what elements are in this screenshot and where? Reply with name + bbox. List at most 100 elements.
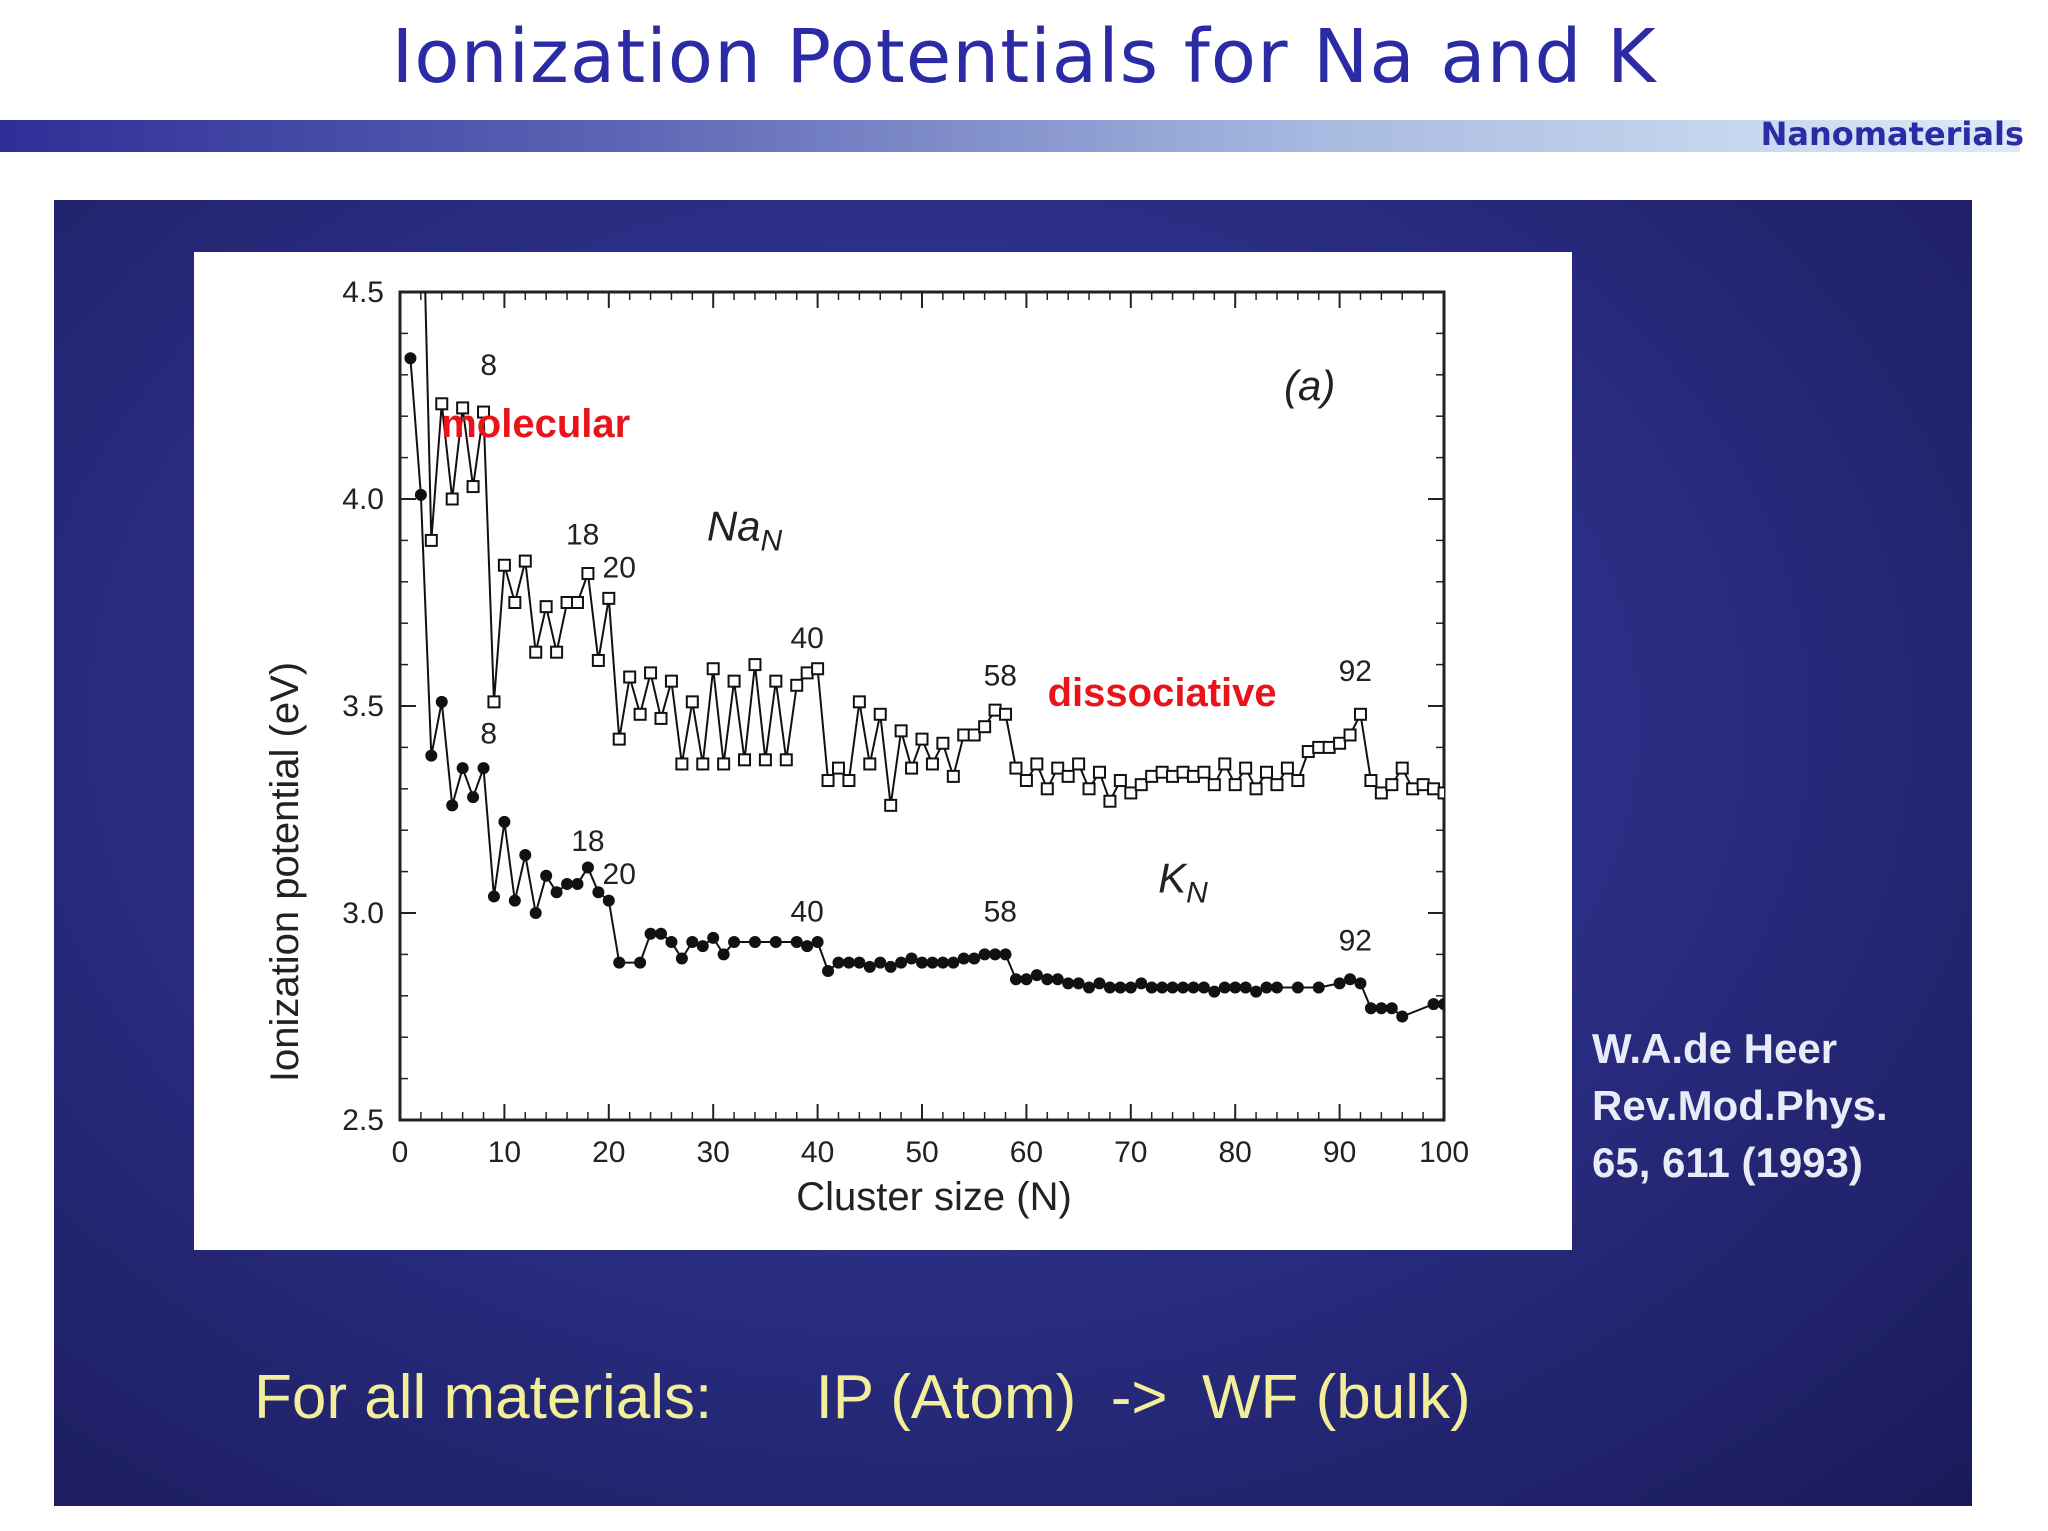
data-point	[728, 935, 741, 948]
series-label: NaN	[707, 502, 783, 557]
data-point	[800, 666, 814, 680]
data-point	[1124, 981, 1137, 994]
data-point	[1155, 765, 1169, 779]
data-point	[1427, 998, 1440, 1011]
data-point	[1249, 782, 1263, 796]
citation-volume: 65, 611 (1993)	[1592, 1139, 1863, 1186]
data-point	[1385, 1002, 1398, 1015]
data-point	[518, 554, 532, 568]
data-point	[769, 674, 783, 688]
data-point	[1197, 765, 1211, 779]
data-point	[884, 798, 898, 812]
magic-number-label: 18	[566, 519, 599, 552]
data-point	[1270, 981, 1283, 994]
y-axis-title: Ionization potential (eV)	[263, 662, 307, 1082]
data-point	[1030, 757, 1044, 771]
data-point	[644, 666, 658, 680]
x-tick-label: 50	[905, 1136, 938, 1169]
data-point	[822, 964, 835, 977]
citation: W.A.de Heer Rev.Mod.Phys. 65, 611 (1993)	[1592, 1020, 1888, 1191]
data-point	[497, 558, 511, 572]
series-line-KN	[409, 358, 1444, 1018]
data-point	[1239, 761, 1253, 775]
data-point	[905, 761, 919, 775]
data-point	[466, 480, 480, 494]
data-point	[1280, 761, 1294, 775]
data-point	[1092, 765, 1106, 779]
data-point	[1135, 977, 1148, 990]
data-point	[435, 695, 448, 708]
data-point	[498, 815, 511, 828]
data-point	[853, 956, 866, 969]
series-label-subscript: N	[1186, 876, 1208, 909]
data-point	[655, 927, 667, 940]
data-point	[946, 769, 960, 783]
data-point	[623, 670, 637, 684]
x-tick-label: 60	[1010, 1136, 1043, 1169]
data-point	[842, 774, 856, 788]
data-point	[425, 749, 438, 762]
data-point	[895, 956, 908, 969]
x-tick-label: 90	[1323, 1136, 1356, 1169]
data-point	[539, 600, 553, 614]
bottom-note: For all materials: IP (Atom) -> WF (bulk…	[254, 1363, 1471, 1432]
data-point	[633, 707, 647, 721]
data-point	[571, 878, 584, 891]
y-tick-label: 4.5	[342, 276, 384, 309]
title-gradient-bar	[0, 120, 2020, 152]
data-point	[446, 799, 459, 812]
data-point	[508, 894, 521, 907]
data-point	[664, 674, 678, 688]
series-label-main: K	[1158, 854, 1188, 901]
data-point	[832, 956, 845, 969]
data-point	[540, 869, 553, 882]
data-point	[748, 935, 761, 948]
magic-number-label: 20	[603, 552, 636, 585]
data-point	[852, 695, 866, 709]
magic-number-label: 92	[1339, 924, 1372, 957]
data-point	[634, 956, 647, 969]
slide-title: Ionization Potentials for Na and K	[391, 14, 1657, 100]
data-point	[1040, 782, 1054, 796]
data-point	[1103, 981, 1116, 994]
data-point	[550, 645, 564, 659]
data-point	[1113, 774, 1127, 788]
y-tick-label: 3.0	[342, 897, 384, 930]
citation-journal: Rev.Mod.Phys.	[1592, 1082, 1888, 1129]
magic-number-label: 18	[571, 825, 604, 858]
data-point	[863, 757, 877, 771]
data-point	[1333, 977, 1346, 990]
data-point	[957, 728, 971, 742]
data-point	[612, 732, 626, 746]
data-point	[873, 707, 887, 721]
data-point	[1020, 973, 1033, 986]
data-point	[1354, 977, 1367, 990]
data-point	[1427, 782, 1441, 796]
series-NaN	[424, 292, 1444, 812]
data-point	[696, 757, 710, 771]
data-point	[1030, 969, 1043, 982]
data-point	[592, 886, 605, 899]
data-point	[1364, 1002, 1377, 1015]
data-point	[1134, 778, 1148, 792]
data-point	[1364, 774, 1378, 788]
data-point	[999, 948, 1012, 961]
data-point	[1375, 1002, 1388, 1015]
data-point	[1385, 778, 1399, 792]
data-point	[1062, 977, 1075, 990]
data-point	[1103, 794, 1117, 808]
data-point	[477, 405, 491, 419]
data-point	[581, 861, 594, 874]
x-tick-label: 70	[1114, 1136, 1147, 1169]
data-point	[467, 791, 480, 804]
data-point	[727, 674, 741, 688]
data-point	[675, 757, 689, 771]
series-layer	[404, 292, 1444, 1023]
data-point	[1083, 981, 1096, 994]
data-point	[936, 956, 949, 969]
data-point	[1260, 765, 1274, 779]
data-point	[1344, 973, 1357, 986]
data-point	[947, 956, 960, 969]
data-point	[967, 728, 981, 742]
